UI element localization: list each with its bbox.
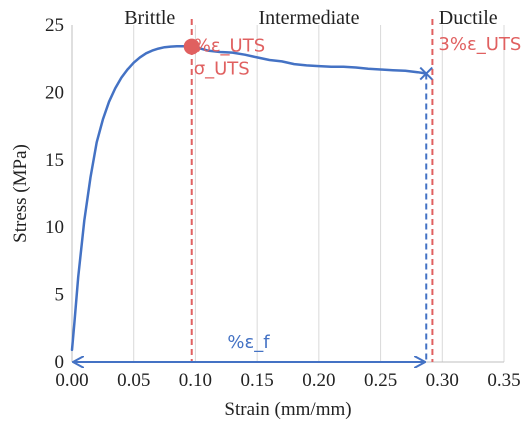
region-label-brittle: Brittle xyxy=(124,7,175,29)
y-tick-label: 25 xyxy=(45,15,64,36)
x-tick-label: 0.25 xyxy=(364,370,397,391)
y-tick-label: 15 xyxy=(45,150,64,171)
region-label-intermediate: Intermediate xyxy=(258,7,359,29)
uts-point-marker xyxy=(183,38,200,55)
failure-strain-label: %ε_f xyxy=(227,332,270,353)
y-tick-label: 5 xyxy=(55,285,65,306)
y-tick-label: 0 xyxy=(55,352,65,373)
x-tick-label: 0.35 xyxy=(487,370,520,391)
reference-lines xyxy=(190,19,434,362)
region-label-ductile: Ductile xyxy=(439,7,498,29)
uts-strain-label: %ε_UTS xyxy=(194,36,265,57)
axes xyxy=(71,25,504,363)
stress-strain-curve xyxy=(70,45,428,352)
y-tick-labels: 0 5 10 15 20 25 xyxy=(45,15,64,373)
y-axis-title: Stress (MPa) xyxy=(10,144,31,243)
three-percent-uts-strain-label: 3%ε_UTS xyxy=(438,34,521,55)
failure-point-marker xyxy=(419,66,433,81)
x-tick-label: 0.15 xyxy=(241,370,274,391)
x-tick-label: 0.00 xyxy=(55,370,88,391)
x-tick-label: 0.05 xyxy=(117,370,150,391)
x-tick-label: 0.10 xyxy=(179,370,212,391)
uts-stress-label: σ_UTS xyxy=(194,59,250,80)
y-tick-label: 10 xyxy=(45,217,64,238)
failure-x-stroke xyxy=(419,66,433,81)
x-tick-label: 0.20 xyxy=(302,370,335,391)
gridlines xyxy=(71,25,505,362)
y-tick-label: 20 xyxy=(45,82,64,103)
x-tick-labels: 0.00 0.05 0.10 0.15 0.20 0.25 0.30 0.35 xyxy=(55,370,520,391)
x-tick-label: 0.30 xyxy=(426,370,459,391)
x-axis-title: Strain (mm/mm) xyxy=(224,399,351,420)
